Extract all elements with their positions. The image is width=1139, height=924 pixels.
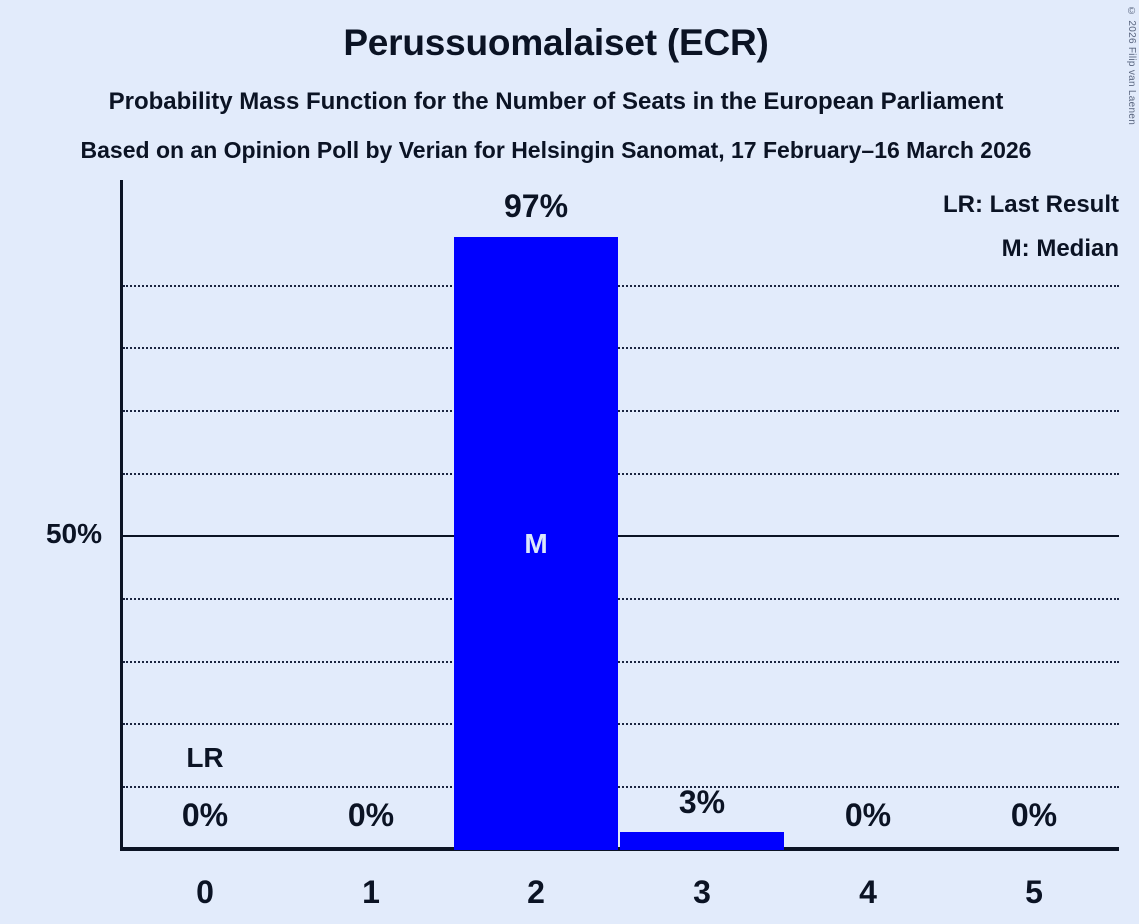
x-tick-0: 0 xyxy=(196,874,214,910)
y-tick-50: 50% xyxy=(45,518,102,549)
x-tick-1: 1 xyxy=(362,874,380,910)
bar-value-0: 0% xyxy=(181,797,229,833)
gridline-20 xyxy=(123,723,1119,725)
gridline-40 xyxy=(123,598,1119,600)
last-result-marker: LR xyxy=(186,742,224,773)
bar-value-2: 97% xyxy=(503,188,569,224)
gridline-70 xyxy=(123,410,1119,412)
x-tick-4: 4 xyxy=(859,874,877,910)
x-tick-3: 3 xyxy=(693,874,711,910)
y-axis-line xyxy=(120,180,123,850)
gridline-60 xyxy=(123,473,1119,475)
page-title: Perussuomalaiset (ECR) xyxy=(343,22,769,63)
gridline-50 xyxy=(123,535,1119,537)
bar-value-5: 0% xyxy=(1010,797,1058,833)
x-axis-line xyxy=(120,847,1119,851)
gridline-10 xyxy=(123,786,1119,788)
x-tick-2: 2 xyxy=(527,874,545,910)
bar-2 xyxy=(454,237,618,850)
x-tick-5: 5 xyxy=(1025,874,1043,910)
bar-value-3: 3% xyxy=(678,784,726,820)
chart-subtitle: Probability Mass Function for the Number… xyxy=(108,88,1004,115)
copyright-notice: © 2026 Filip van Laenen xyxy=(1126,6,1137,126)
gridline-80 xyxy=(123,347,1119,349)
gridline-90 xyxy=(123,285,1119,287)
bar-3 xyxy=(620,832,784,850)
legend: LR: Last Result M: Median xyxy=(943,183,1119,271)
legend-item-median: M: Median xyxy=(1001,235,1119,262)
plot-area: 0% 0% 97% 3% 0% 0% M LR 0 1 2 3 4 5 xyxy=(120,180,1119,910)
bar-value-4: 0% xyxy=(844,797,892,833)
chart-source-line: Based on an Opinion Poll by Verian for H… xyxy=(80,137,1032,163)
legend-item-last-result: LR: Last Result xyxy=(942,191,1119,218)
gridline-30 xyxy=(123,661,1119,663)
median-marker: M xyxy=(524,528,548,559)
bar-value-1: 0% xyxy=(347,797,395,833)
